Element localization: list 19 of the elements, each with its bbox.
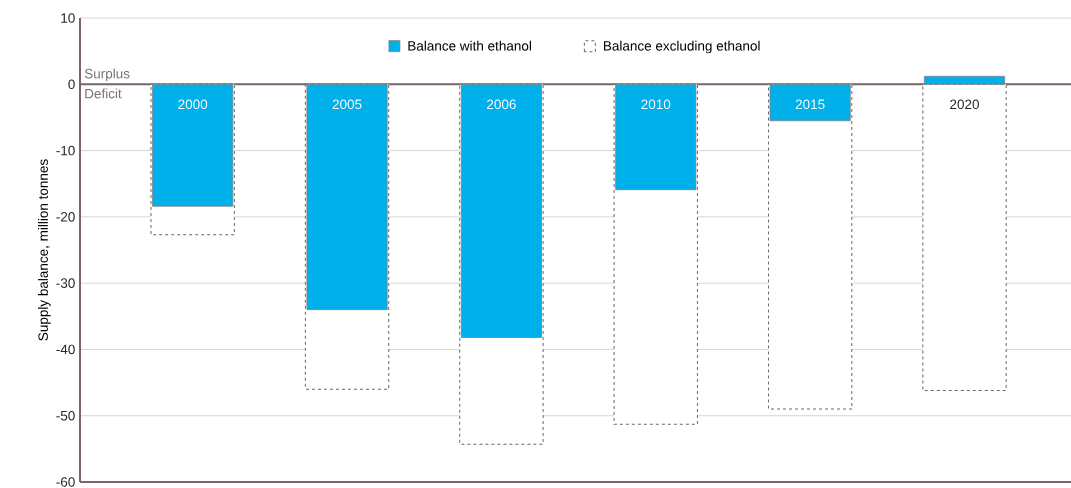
y-tick-label: -30 <box>56 278 75 288</box>
y-tick-label: 0 <box>68 79 75 90</box>
legend-label: Balance with ethanol <box>408 40 531 51</box>
annotation: Surplus <box>84 68 130 82</box>
x-tick-label: 2020 <box>950 99 979 110</box>
x-tick-label: 2000 <box>178 99 208 110</box>
y-tick-label: -20 <box>56 212 75 222</box>
y-tick-label: -50 <box>56 410 75 421</box>
x-tick-label: 2010 <box>641 99 671 110</box>
x-tick-label: 2006 <box>487 99 516 110</box>
y-axis-title: Supply balance, million tonnes <box>38 159 51 341</box>
x-tick-label: 2005 <box>332 99 362 110</box>
y-tick-label: -40 <box>56 344 75 355</box>
annotation: Deficit <box>85 88 122 99</box>
y-tick-label: 10 <box>61 13 75 23</box>
y-tick-label: -60 <box>56 477 75 487</box>
x-tick-label: 2015 <box>795 99 825 110</box>
legend-label: Balance excluding ethanol <box>604 40 760 54</box>
y-tick-label: -10 <box>56 145 75 156</box>
